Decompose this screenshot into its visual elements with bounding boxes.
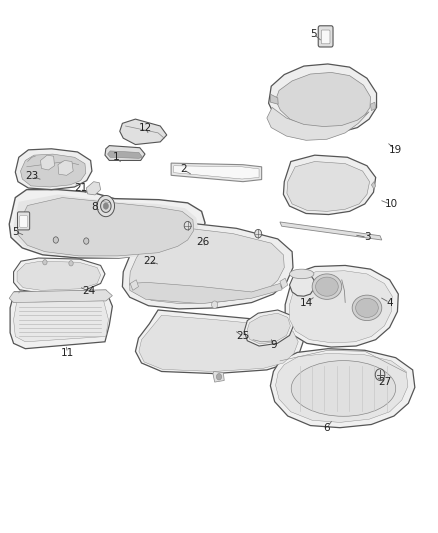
Polygon shape xyxy=(105,146,145,160)
Polygon shape xyxy=(371,102,376,111)
FancyBboxPatch shape xyxy=(318,26,333,47)
Ellipse shape xyxy=(291,361,396,416)
Polygon shape xyxy=(213,372,224,382)
Polygon shape xyxy=(108,151,142,158)
Text: 5: 5 xyxy=(311,29,317,39)
FancyBboxPatch shape xyxy=(18,212,30,230)
Polygon shape xyxy=(139,316,298,372)
Text: 14: 14 xyxy=(300,297,313,308)
Polygon shape xyxy=(9,190,205,258)
Polygon shape xyxy=(86,182,101,195)
Text: 19: 19 xyxy=(389,145,403,155)
Polygon shape xyxy=(41,155,54,170)
Circle shape xyxy=(53,237,58,243)
Ellipse shape xyxy=(352,295,382,320)
Text: 11: 11 xyxy=(61,348,74,358)
Text: 22: 22 xyxy=(144,256,157,266)
Text: 27: 27 xyxy=(378,377,392,387)
Polygon shape xyxy=(276,353,408,422)
Polygon shape xyxy=(247,313,290,344)
Circle shape xyxy=(69,261,73,266)
Circle shape xyxy=(84,238,89,244)
Polygon shape xyxy=(9,290,113,303)
Polygon shape xyxy=(371,182,376,189)
Text: 25: 25 xyxy=(237,332,250,342)
Polygon shape xyxy=(283,155,376,215)
Polygon shape xyxy=(130,282,282,304)
Circle shape xyxy=(212,301,218,309)
Text: 1: 1 xyxy=(113,152,119,162)
Polygon shape xyxy=(135,310,304,374)
Ellipse shape xyxy=(312,274,342,300)
Polygon shape xyxy=(14,301,109,342)
Polygon shape xyxy=(18,198,194,256)
Circle shape xyxy=(216,374,222,380)
Polygon shape xyxy=(270,349,415,427)
Polygon shape xyxy=(267,108,369,140)
Text: 24: 24 xyxy=(83,286,96,296)
Text: 26: 26 xyxy=(196,237,209,247)
Polygon shape xyxy=(21,154,86,187)
Polygon shape xyxy=(58,160,73,175)
Polygon shape xyxy=(244,310,294,346)
Polygon shape xyxy=(290,271,392,343)
Text: 23: 23 xyxy=(25,172,39,181)
Polygon shape xyxy=(15,149,92,190)
Text: 4: 4 xyxy=(386,297,393,308)
Polygon shape xyxy=(280,222,382,240)
Polygon shape xyxy=(285,265,398,347)
Text: 6: 6 xyxy=(324,423,330,433)
Text: 5: 5 xyxy=(12,227,19,237)
Polygon shape xyxy=(174,166,259,179)
Polygon shape xyxy=(130,280,138,290)
Circle shape xyxy=(254,229,261,238)
Text: 3: 3 xyxy=(364,232,370,243)
Text: 10: 10 xyxy=(385,199,397,209)
Polygon shape xyxy=(287,161,370,212)
Circle shape xyxy=(375,369,385,381)
FancyBboxPatch shape xyxy=(321,30,330,44)
Polygon shape xyxy=(10,290,113,349)
Polygon shape xyxy=(280,278,288,289)
Ellipse shape xyxy=(356,298,378,317)
Polygon shape xyxy=(171,163,261,182)
Text: 8: 8 xyxy=(92,202,98,212)
Polygon shape xyxy=(290,273,314,296)
Polygon shape xyxy=(14,258,105,293)
Polygon shape xyxy=(268,64,377,133)
FancyBboxPatch shape xyxy=(20,216,28,227)
Text: 21: 21 xyxy=(74,183,87,193)
Text: 12: 12 xyxy=(138,123,152,133)
Circle shape xyxy=(43,260,47,265)
Polygon shape xyxy=(129,228,284,304)
Circle shape xyxy=(103,203,109,209)
Circle shape xyxy=(184,221,191,230)
Text: 2: 2 xyxy=(180,165,187,174)
Polygon shape xyxy=(17,261,101,290)
Ellipse shape xyxy=(290,269,314,279)
Ellipse shape xyxy=(316,277,338,296)
Polygon shape xyxy=(120,119,167,144)
Polygon shape xyxy=(122,223,293,309)
Polygon shape xyxy=(270,94,278,104)
Text: 9: 9 xyxy=(270,340,277,350)
Polygon shape xyxy=(276,72,371,128)
Polygon shape xyxy=(14,195,198,258)
